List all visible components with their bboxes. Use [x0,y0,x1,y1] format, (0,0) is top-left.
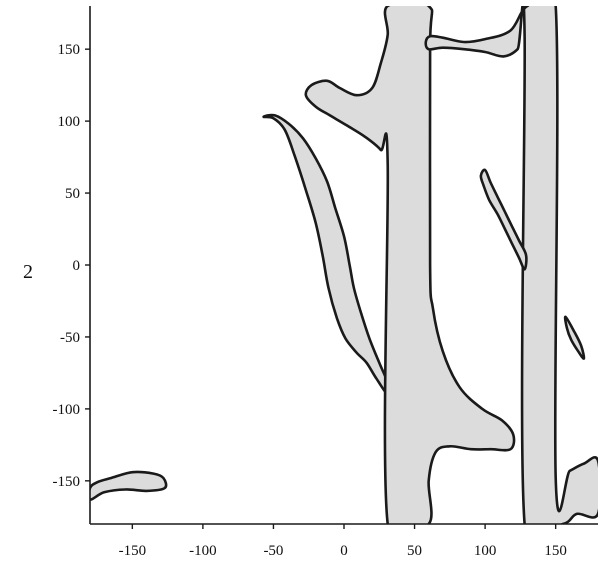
x-tick-label: 100 [474,543,497,559]
regions-layer [90,6,598,524]
region-right-sliver [479,168,528,271]
region-top-right-strip [424,6,598,524]
x-tick-label: 0 [340,543,348,559]
x-tick-label: 150 [544,543,567,559]
y-tick-label: 50 [65,186,80,202]
region-bottom-right-sliver [563,315,586,360]
y-tick-label: 100 [58,114,81,130]
y-tick-label: -50 [60,330,80,346]
y-tick-label: -150 [53,474,81,490]
x-tick-label: -50 [263,543,283,559]
y-axis-label: 2 [23,261,33,283]
region-left-strip [262,113,391,396]
region-bottom-left-blob [90,470,168,501]
x-tick-label: 50 [407,543,422,559]
x-tick-label: -150 [119,543,147,559]
ticks-layer: -150 -100 -50 0 50 100 150 150 100 50 0 -50 -100 -150 [53,42,567,559]
y-tick-label: 150 [58,42,81,58]
y-tick-label: 0 [73,258,81,274]
region-central-region [304,6,516,524]
y-tick-label: -100 [53,402,81,418]
x-tick-label: -100 [189,543,217,559]
